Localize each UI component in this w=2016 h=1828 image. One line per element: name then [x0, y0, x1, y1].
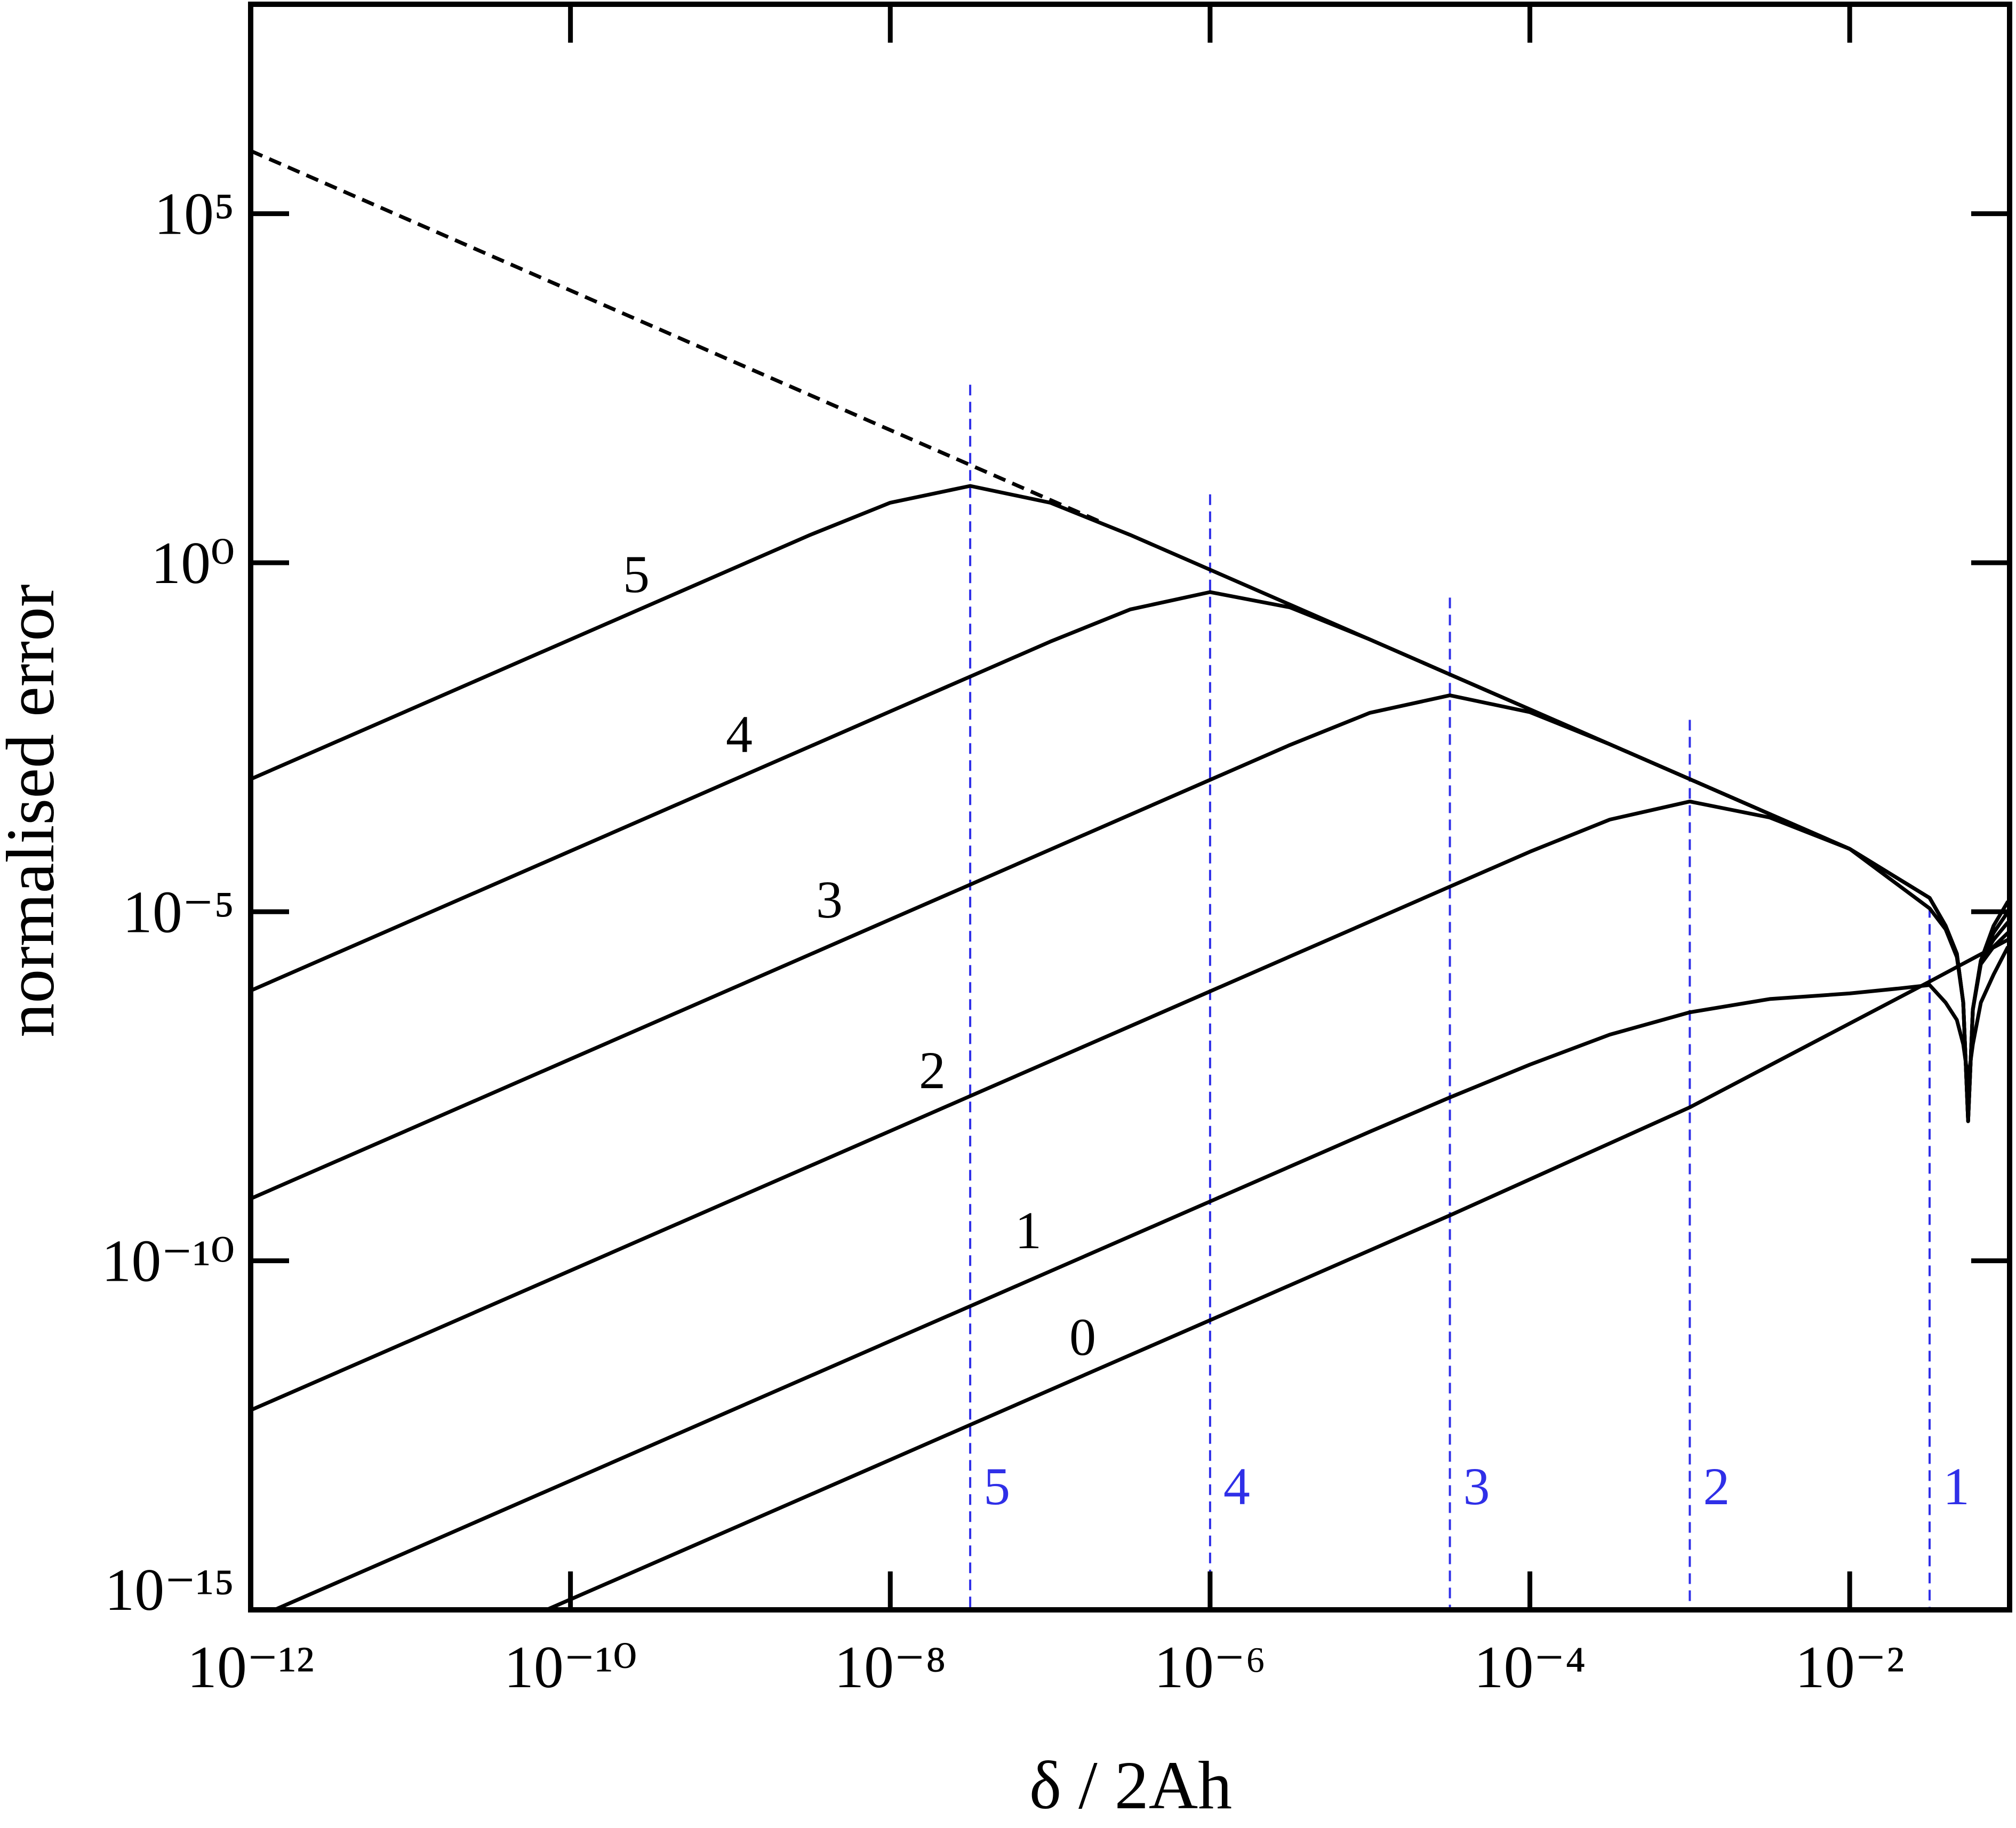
marker-label: 1 — [1943, 1457, 1970, 1516]
y-tick-label: 10⁰ — [151, 530, 235, 596]
series-label: 3 — [816, 870, 843, 929]
y-tick-label: 10⁵ — [154, 181, 235, 248]
x-tick-label: 10⁻⁸ — [834, 1634, 946, 1701]
series-label: 1 — [1015, 1201, 1042, 1260]
marker-label: 5 — [983, 1457, 1010, 1516]
series-line — [274, 946, 2010, 1610]
x-tick-label: 10⁻¹⁰ — [504, 1634, 637, 1701]
y-tick-label: 10⁻¹⁰ — [101, 1228, 235, 1295]
reference-line — [251, 149, 1099, 523]
marker-label: 4 — [1223, 1457, 1250, 1516]
series-label: 2 — [919, 1041, 946, 1100]
axes: 10⁻¹² 10⁻¹⁰ 10⁻⁸ 10⁻⁶ 10⁻⁴ 10⁻² 10⁻¹⁵ 10⁻¹⁰ 10⁻⁵… — [101, 2, 2012, 1701]
y-axis-label: normalised error — [0, 584, 68, 1037]
x-tick-label: 10⁻⁶ — [1154, 1634, 1266, 1701]
y-tick-label: 10⁻¹⁵ — [105, 1557, 235, 1623]
series-label: 5 — [623, 545, 650, 604]
series-line — [251, 484, 2010, 1123]
series-line — [546, 938, 2009, 1610]
x-tick-label: 10⁻¹² — [187, 1634, 314, 1701]
series-label: 0 — [1069, 1307, 1096, 1367]
series-label: 4 — [726, 705, 753, 764]
x-tick-label: 10⁻⁴ — [1474, 1634, 1586, 1701]
x-tick-label: 10⁻² — [1795, 1634, 1905, 1701]
series-line — [251, 590, 2010, 1123]
y-tick-label: 10⁻⁵ — [123, 879, 235, 945]
series-line — [251, 693, 2010, 1201]
x-axis-label: δ / 2Ah — [1029, 1747, 1232, 1823]
marker-label: 2 — [1703, 1457, 1730, 1516]
plot-frame — [248, 2, 2012, 1613]
marker-label: 3 — [1463, 1457, 1490, 1516]
series-line — [251, 800, 2010, 1412]
plot-area — [251, 149, 2010, 1610]
